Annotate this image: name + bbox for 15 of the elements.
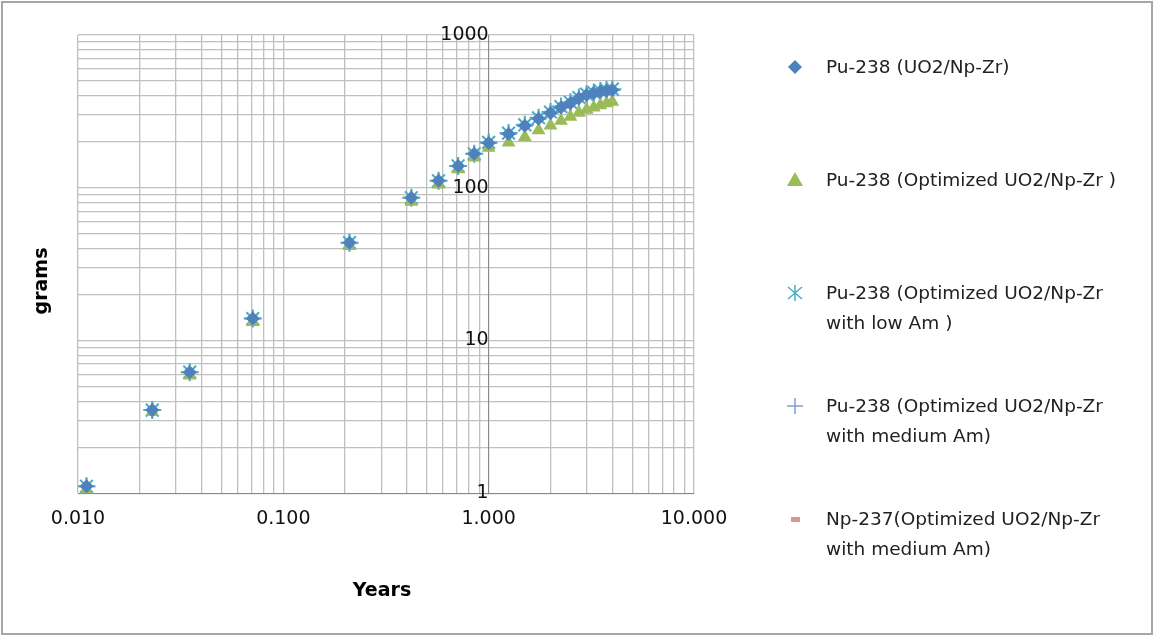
legend-label: Np-237(Optimized UO2/Np-Zr with medium Am): [826, 507, 1101, 561]
y-tick-label: 1000: [440, 21, 489, 44]
y-tick-label: 10: [464, 327, 489, 350]
legend-label: Pu-238 (UO2/Np-Zr): [826, 55, 1011, 79]
legend-label: Pu-238 (Optimized UO2/Np-Zr with medium Am): [826, 394, 1104, 448]
x-tick-label: 0.100: [256, 505, 311, 528]
y-tick-label: 100: [452, 174, 489, 197]
legend-label: Pu-238 (Optimized UO2/Np-Zr with low Am ): [826, 281, 1104, 335]
x-tick-label: 1.000: [461, 505, 516, 528]
x-axis-title: Years: [351, 578, 413, 600]
y-axis-title: grams: [29, 246, 51, 317]
x-tick-label: 0.010: [50, 505, 106, 528]
y-tick-label: 1: [476, 480, 489, 503]
legend-label: Pu-238 (Optimized UO2/Np-Zr ): [826, 168, 1117, 192]
x-tick-label: 10.000: [660, 505, 728, 528]
